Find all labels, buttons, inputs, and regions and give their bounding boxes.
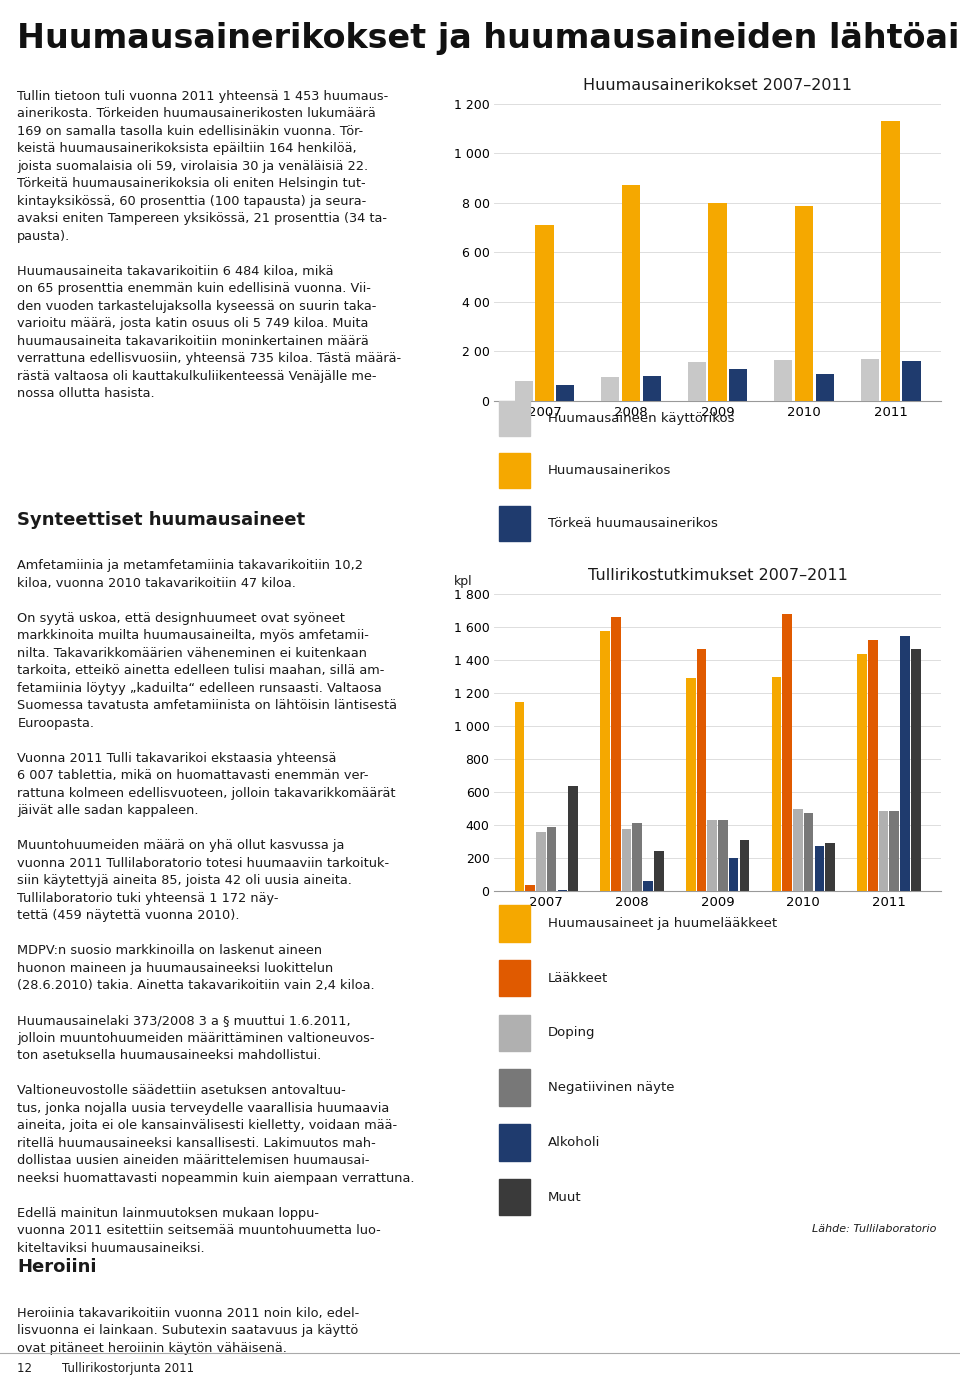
Text: Huumausaineet ja huumelääkkeet: Huumausaineet ja huumelääkkeet (548, 916, 777, 930)
Bar (793, 808, 803, 891)
Bar (600, 630, 610, 891)
FancyBboxPatch shape (499, 960, 530, 996)
Text: Törkeä huumausainerikos: Törkeä huumausainerikos (548, 517, 718, 529)
Text: Lääkkeet: Lääkkeet (548, 972, 609, 985)
Bar (686, 679, 696, 891)
Bar (911, 648, 921, 891)
Bar (730, 369, 748, 401)
Bar (804, 813, 813, 891)
Bar (654, 851, 663, 891)
FancyBboxPatch shape (499, 453, 530, 488)
FancyBboxPatch shape (499, 905, 530, 941)
Bar (857, 654, 867, 891)
Bar (515, 702, 524, 891)
Text: Doping: Doping (548, 1027, 595, 1039)
Bar (612, 618, 621, 891)
Text: Negatiivinen näyte: Negatiivinen näyte (548, 1081, 675, 1095)
Text: Alkoholi: Alkoholi (548, 1136, 600, 1148)
Bar (687, 362, 706, 401)
Text: Heroiinia takavarikoitiin vuonna 2011 noin kilo, edel-
lisvuonna ei lainkaan. Su: Heroiinia takavarikoitiin vuonna 2011 no… (17, 1307, 360, 1354)
Text: Huumausaineen käyttörikos: Huumausaineen käyttörikos (548, 412, 734, 424)
Bar (739, 840, 749, 891)
Bar (708, 203, 727, 401)
Bar (547, 826, 557, 891)
Bar (622, 829, 632, 891)
FancyBboxPatch shape (499, 401, 530, 435)
Bar (814, 846, 824, 891)
Text: Amfetamiinia ja metamfetamiinia takavarikoitiin 10,2
kiloa, vuonna 2010 takavari: Amfetamiinia ja metamfetamiinia takavari… (17, 560, 415, 1255)
FancyBboxPatch shape (499, 1070, 530, 1106)
Bar (556, 384, 574, 401)
Text: Muut: Muut (548, 1190, 582, 1204)
Bar (568, 786, 578, 891)
Bar (697, 648, 707, 891)
Bar (772, 677, 781, 891)
FancyBboxPatch shape (499, 506, 530, 540)
FancyBboxPatch shape (499, 1179, 530, 1215)
Text: Lähde: Tullilaboratorio: Lähde: Tullilaboratorio (812, 1223, 936, 1234)
Bar (861, 359, 879, 401)
Bar (881, 122, 900, 401)
Bar (902, 361, 921, 401)
Bar (643, 376, 661, 401)
FancyBboxPatch shape (499, 1124, 530, 1161)
Bar (536, 225, 554, 401)
Text: Huumausainerikos: Huumausainerikos (548, 464, 671, 477)
Text: 12        Tullirikostorjunta 2011: 12 Tullirikostorjunta 2011 (17, 1361, 195, 1375)
Bar (729, 858, 738, 891)
Bar (643, 882, 653, 891)
Title: Huumausainerikokset 2007–2011: Huumausainerikokset 2007–2011 (583, 77, 852, 93)
Text: Huumausainerikokset ja huumausaineiden lähtöaineet: Huumausainerikokset ja huumausaineiden l… (17, 22, 960, 55)
Bar (601, 377, 619, 401)
Text: kpl: kpl (454, 575, 473, 589)
Text: Heroiini: Heroiini (17, 1258, 97, 1276)
Bar (795, 206, 813, 401)
Bar (718, 820, 728, 891)
Bar (782, 614, 792, 891)
Bar (826, 843, 835, 891)
Text: Tullin tietoon tuli vuonna 2011 yhteensä 1 453 huumaus-
ainerikosta. Törkeiden h: Tullin tietoon tuli vuonna 2011 yhteensä… (17, 90, 401, 401)
Bar (536, 832, 545, 891)
Bar (633, 822, 642, 891)
Bar (878, 810, 888, 891)
Text: Synteettiset huumausaineet: Synteettiset huumausaineet (17, 511, 305, 529)
Bar (774, 359, 792, 401)
Bar (708, 821, 717, 891)
Bar (525, 884, 535, 891)
Bar (622, 185, 640, 401)
Title: Tullirikostutkimukset 2007–2011: Tullirikostutkimukset 2007–2011 (588, 568, 848, 583)
FancyBboxPatch shape (499, 1014, 530, 1052)
Bar (868, 640, 877, 891)
Bar (890, 810, 900, 891)
Bar (900, 636, 910, 891)
Bar (515, 381, 533, 401)
Bar (816, 375, 834, 401)
